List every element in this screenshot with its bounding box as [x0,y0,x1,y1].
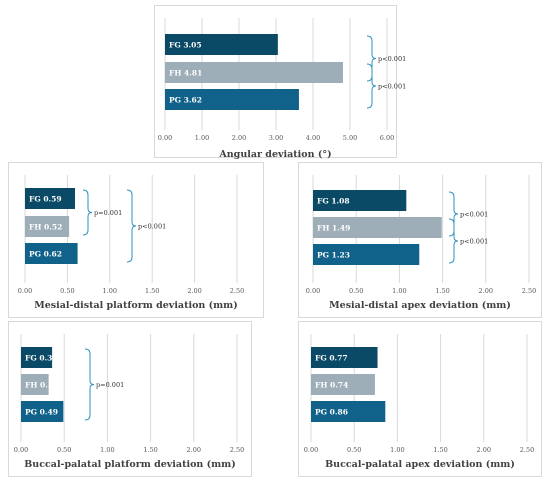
x-tick-label: 2.00 [479,287,493,295]
bar-label: FG 0.77 [315,353,348,362]
x-tick-label: 0.50 [349,287,363,295]
significance-bracket [84,348,95,421]
bar-label: FH 0.74 [315,380,348,389]
x-tick-label: 0.00 [158,134,172,142]
x-tick-label: 5.00 [343,134,357,142]
x-tick-label: 2.00 [232,134,246,142]
x-tick-label: 0.50 [347,446,361,454]
bar-label: FG 0.36 [25,353,58,362]
x-tick-label: 1.00 [195,134,209,142]
bar-label: PG 3.62 [169,95,202,104]
bar-fg [311,347,378,368]
bar-fg [25,188,76,209]
x-tick-label: 0.50 [57,446,71,454]
significance-bracket [448,218,459,264]
x-tick-label: 2.50 [230,287,244,295]
significance-bracket [82,189,93,236]
bar-label: PG 0.86 [315,407,348,416]
chart-bp-apex: 0.00 0.50 1.00 1.50 2.00 2.50 FG 0.77 FH 0.74 PG… [304,334,534,454]
x-tick-label: 1.00 [390,446,404,454]
x-tick-label: 2.00 [187,287,201,295]
p-value-label: p<0.001 [378,83,406,91]
x-axis-title: Buccal-palatal platform deviation (mm) [24,459,236,470]
bar-fg [21,347,53,368]
x-tick-label: 0.00 [18,287,32,295]
x-tick-label: 0.00 [304,446,318,454]
bar-pg [25,243,78,264]
x-tick-label: 4.00 [306,134,320,142]
chart-md-apex: 0.00 0.50 1.00 1.50 2.00 2.50 FG 1.08 FH 1.49 PG… [306,175,536,295]
x-tick-label: 2.50 [520,446,534,454]
bar-label: FG 3.05 [169,40,202,49]
panel-md-platform: 0.00 0.50 1.00 1.50 2.00 2.50 FG 0.59 FH 0.52 PG… [8,162,264,318]
x-tick-label: 1.00 [103,287,117,295]
bar-fg [313,190,407,211]
bar-fh [311,374,375,395]
bar-label: PG 1.23 [317,250,350,259]
chart-angular: 0.00 1.00 2.00 3.00 4.00 5.00 6.00 FG 3.05 FH 4.… [158,18,406,142]
bar-label: FH 4.81 [169,68,202,77]
x-tick-label: 1.50 [433,446,447,454]
x-tick-label: 1.50 [435,287,449,295]
x-axis-title: Angular deviation (°) [219,149,332,160]
significance-bracket [366,63,377,109]
bar-pg [311,401,386,422]
bar-fh [21,374,49,395]
x-tick-label: 2.50 [522,287,536,295]
chart-bp-platform: 0.00 0.50 1.00 1.50 2.00 2.50 FG 0.36 FH 0.32 PG… [14,334,244,454]
x-tick-label: 3.00 [269,134,283,142]
panel-bp-apex: 0.00 0.50 1.00 1.50 2.00 2.50 FG 0.77 FH 0.74 PG… [298,321,542,477]
x-axis-title: Mesial-distal apex deviation (mm) [329,300,511,311]
p-value-label: p<0.001 [460,211,488,219]
x-tick-label: 2.50 [230,446,244,454]
x-tick-label: 1.00 [100,446,114,454]
x-axis-title: Buccal-palatal apex deviation (mm) [325,459,515,470]
bar-label: PG 0.49 [25,407,58,416]
bar-fg [165,34,278,55]
significance-bracket [126,189,137,263]
x-tick-label: 2.00 [187,446,201,454]
x-tick-label: 0.00 [14,446,28,454]
x-tick-label: 1.50 [143,446,157,454]
p-value-label: p=0.001 [96,381,124,389]
bar-fh [313,217,442,238]
bar-pg [165,89,299,110]
chart-md-platform: 0.00 0.50 1.00 1.50 2.00 2.50 FG 0.59 FH 0.52 PG… [18,175,244,295]
bar-label: PG 0.62 [29,249,62,258]
panel-md-apex: 0.00 0.50 1.00 1.50 2.00 2.50 FG 1.08 FH 1.49 PG… [298,162,542,318]
bar-label: FG 1.08 [317,196,350,205]
bar-fh [25,216,70,237]
x-tick-label: 6.00 [380,134,394,142]
bar-label: FH 1.49 [317,223,350,232]
panel-angular: 0.00 1.00 2.00 3.00 4.00 5.00 6.00 FG 3.05 FH 4.… [154,5,406,160]
x-tick-label: 0.50 [60,287,74,295]
x-tick-label: 1.00 [392,287,406,295]
x-tick-label: 2.00 [477,446,491,454]
bar-pg [313,244,420,265]
x-tick-label: 0.00 [306,287,320,295]
x-axis-title: Mesial-distal platform deviation (mm) [34,300,238,311]
p-value-label: p<0.001 [460,238,488,246]
bar-label: FH 0.52 [29,222,62,231]
panel-bp-platform: 0.00 0.50 1.00 1.50 2.00 2.50 FG 0.36 FH 0.32 PG… [8,321,252,477]
bar-pg [21,401,64,422]
p-value-label: p<0.001 [138,223,166,231]
bar-fh [165,62,343,83]
bar-label: FG 0.59 [29,194,62,203]
bar-label: FH 0.32 [25,380,58,389]
p-value-label: p=0.001 [94,209,122,217]
p-value-label: p<0.001 [378,55,406,63]
x-tick-label: 1.50 [145,287,159,295]
